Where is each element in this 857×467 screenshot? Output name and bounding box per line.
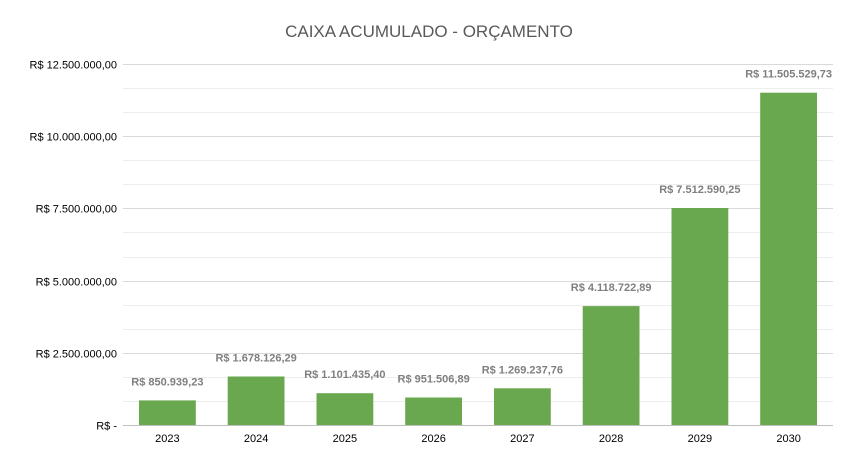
y-axis-ticks: R$ - R$ 2.500.000,00 R$ 5.000.000,00 R$ 7.5…: [30, 60, 118, 433]
data-label-2023: R$ 850.939,23: [131, 376, 203, 388]
bar-2028: [582, 306, 640, 425]
x-tick-label-2028: 2028: [599, 433, 623, 445]
x-tick-label-2027: 2027: [510, 433, 534, 445]
y-tick-label: R$ 7.500.000,00: [36, 204, 117, 216]
x-tick-label-2024: 2024: [244, 433, 268, 445]
data-labels: R$ 850.939,23 R$ 1.678.126,29 R$ 1.101.435…: [131, 69, 832, 389]
y-tick-label: R$ 12.500.000,00: [30, 60, 117, 72]
x-tick-label-2026: 2026: [421, 433, 445, 445]
data-label-2029: R$ 7.512.590,25: [659, 184, 740, 196]
y-tick-label: R$ 5.000.000,00: [36, 277, 117, 289]
y-tick-label: R$ -: [96, 421, 117, 433]
bar-2030: [760, 92, 817, 425]
x-tick-label-2023: 2023: [155, 433, 179, 445]
data-label-2028: R$ 4.118.722,89: [571, 282, 652, 294]
x-tick-label-2029: 2029: [688, 433, 712, 445]
data-label-2030: R$ 11.505.529,73: [745, 69, 832, 81]
x-tick-label-2030: 2030: [776, 433, 800, 445]
y-tick-label: R$ 2.500.000,00: [36, 349, 117, 361]
bar-2029: [671, 208, 729, 425]
data-label-2025: R$ 1.101.435,40: [304, 369, 385, 381]
y-tick-label: R$ 10.000.000,00: [30, 132, 117, 144]
bar-2025: [316, 393, 374, 425]
data-label-2027: R$ 1.269.237,76: [482, 364, 563, 376]
x-tick-label-2025: 2025: [333, 433, 357, 445]
bar-2027: [494, 388, 551, 425]
x-axis-ticks: 2023 2024 2025 2026 2027 2028 2029 2030: [155, 433, 801, 445]
bar-2024: [227, 376, 285, 425]
bar-2026: [405, 397, 462, 425]
bar-2023: [139, 400, 196, 425]
data-label-2024: R$ 1.678.126,29: [215, 353, 296, 365]
data-label-2026: R$ 951.506,89: [398, 374, 470, 386]
chart-title: CAIXA ACUMULADO - ORÇAMENTO: [285, 22, 573, 41]
bars: [139, 92, 817, 425]
